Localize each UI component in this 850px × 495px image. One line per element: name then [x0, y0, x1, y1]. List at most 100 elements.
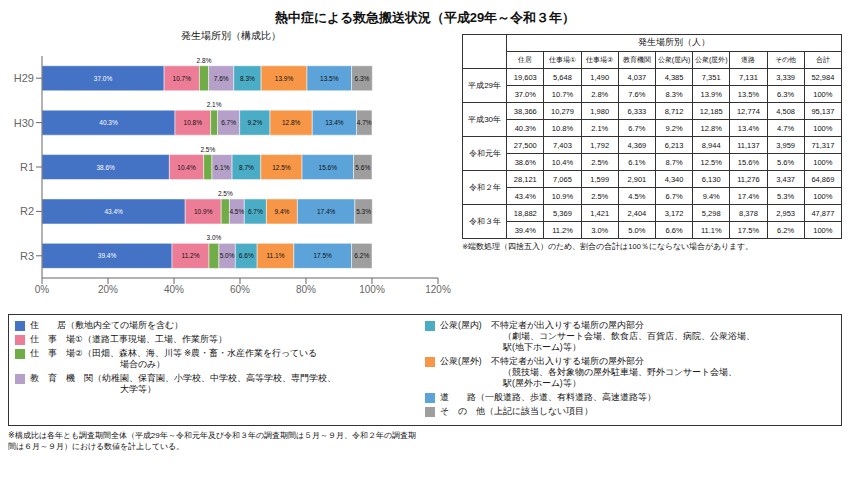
- html-text:12.8%: 12.8%: [700, 123, 722, 133]
- html-text:熱中症による救急搬送状況（平成29年～令和３年）: 熱中症による救急搬送状況（平成29年～令和３年）: [274, 10, 576, 25]
- svg-text:37.0%: 37.0%: [94, 75, 113, 82]
- svg-text:4.5%: 4.5%: [229, 208, 244, 215]
- html-text:19,603: 19,603: [513, 72, 537, 82]
- html-text:52,984: 52,984: [811, 72, 835, 82]
- svg-text:38.6%: 38.6%: [96, 164, 115, 171]
- svg-text:10.9%: 10.9%: [194, 208, 213, 215]
- svg-text:H30: H30: [14, 117, 34, 129]
- svg-text:2.5%: 2.5%: [218, 190, 233, 197]
- svg-text:13.9%: 13.9%: [275, 75, 294, 82]
- html-text:4,508: 4,508: [776, 106, 795, 116]
- svg-text:R1: R1: [20, 161, 34, 173]
- html-text:40.3%: 40.3%: [514, 123, 536, 133]
- svg-text:6.7%: 6.7%: [248, 208, 263, 215]
- svg-text:12.8%: 12.8%: [282, 119, 301, 126]
- svg-text:15.6%: 15.6%: [319, 164, 338, 171]
- html-text:11,137: 11,137: [737, 140, 760, 150]
- svg-text:R3: R3: [20, 250, 34, 262]
- svg-text:8.3%: 8.3%: [240, 75, 255, 82]
- svg-text:13.5%: 13.5%: [320, 75, 339, 82]
- svg-text:100%: 100%: [359, 284, 385, 295]
- html-text:27,500: 27,500: [513, 140, 537, 150]
- svg-text:11.1%: 11.1%: [266, 252, 284, 259]
- html-text:12,774: 12,774: [737, 106, 760, 116]
- html-text:95,137: 95,137: [811, 106, 835, 116]
- html-text:6.7%: 6.7%: [628, 123, 646, 133]
- svg-text:5.6%: 5.6%: [355, 164, 370, 171]
- html-text:4,037: 4,037: [627, 72, 647, 82]
- svg-text:10.4%: 10.4%: [177, 164, 196, 171]
- svg-text:0%: 0%: [35, 284, 50, 295]
- html-text:発生場所別（構成比）: 発生場所別（構成比）: [181, 30, 281, 41]
- html-text:13.5%: 13.5%: [737, 89, 760, 99]
- html-text:100%: 100%: [813, 89, 833, 99]
- html-text:13.4%: 13.4%: [737, 123, 760, 133]
- svg-text:12.5%: 12.5%: [272, 164, 291, 171]
- html-text:7,131: 7,131: [739, 72, 758, 82]
- html-text:9.2%: 9.2%: [665, 123, 683, 133]
- svg-text:R2: R2: [20, 205, 34, 217]
- svg-text:6.7%: 6.7%: [221, 119, 236, 126]
- svg-text:6.3%: 6.3%: [355, 75, 370, 82]
- html-text:100%: 100%: [813, 123, 833, 133]
- html-text:10.8%: 10.8%: [551, 123, 574, 133]
- html-text:10,279: 10,279: [551, 106, 574, 116]
- html-text:1,980: 1,980: [590, 106, 610, 116]
- html-text:6,213: 6,213: [664, 140, 684, 150]
- html-text:1,792: 1,792: [590, 140, 610, 150]
- html-text:7,403: 7,403: [553, 140, 572, 150]
- svg-text:39.4%: 39.4%: [98, 252, 117, 259]
- svg-text:9.4%: 9.4%: [274, 208, 289, 215]
- svg-text:40%: 40%: [164, 284, 184, 295]
- svg-text:20%: 20%: [98, 284, 118, 295]
- svg-text:4.7%: 4.7%: [357, 119, 372, 126]
- svg-text:6.1%: 6.1%: [215, 164, 230, 171]
- svg-text:5.0%: 5.0%: [220, 252, 235, 259]
- svg-text:H29: H29: [14, 72, 34, 84]
- svg-text:120%: 120%: [425, 284, 451, 295]
- html-text:13.9%: 13.9%: [700, 89, 722, 99]
- html-text:6,333: 6,333: [627, 106, 647, 116]
- svg-text:13.4%: 13.4%: [325, 119, 344, 126]
- svg-text:17.4%: 17.4%: [317, 208, 336, 215]
- html-text:2.8%: 2.8%: [591, 89, 609, 99]
- html-text:8.3%: 8.3%: [665, 89, 683, 99]
- html-text:37.0%: 37.0%: [514, 89, 536, 99]
- svg-text:11.2%: 11.2%: [182, 252, 200, 259]
- svg-text:6.6%: 6.6%: [239, 252, 254, 259]
- svg-text:40.3%: 40.3%: [99, 119, 118, 126]
- html-text:6.3%: 6.3%: [777, 89, 795, 99]
- html-text:7,351: 7,351: [701, 72, 721, 82]
- svg-text:9.2%: 9.2%: [247, 119, 262, 126]
- svg-text:8.7%: 8.7%: [239, 164, 254, 171]
- svg-text:6.2%: 6.2%: [354, 252, 369, 259]
- html-text:発生場所別（人）: 発生場所別（人）: [638, 37, 711, 47]
- html-text:2.1%: 2.1%: [591, 123, 609, 133]
- html-text:4,385: 4,385: [664, 72, 684, 82]
- html-text:38,366: 38,366: [513, 106, 537, 116]
- html-text:12,185: 12,185: [699, 106, 723, 116]
- svg-text:2.1%: 2.1%: [207, 101, 222, 108]
- svg-text:60%: 60%: [230, 284, 250, 295]
- html-text:71,317: 71,317: [811, 140, 835, 150]
- svg-text:80%: 80%: [296, 284, 316, 295]
- svg-text:10.7%: 10.7%: [173, 75, 192, 82]
- html-text:5,648: 5,648: [553, 72, 572, 82]
- svg-text:2.8%: 2.8%: [197, 57, 212, 64]
- html-text:8,712: 8,712: [664, 106, 684, 116]
- html-text:1,490: 1,490: [590, 72, 610, 82]
- svg-text:17.5%: 17.5%: [313, 252, 332, 259]
- svg-text:3.0%: 3.0%: [207, 234, 222, 241]
- svg-text:10.8%: 10.8%: [184, 119, 203, 126]
- svg-text:2.5%: 2.5%: [200, 146, 215, 153]
- svg-text:5.3%: 5.3%: [356, 208, 371, 215]
- html-text:3,339: 3,339: [776, 72, 795, 82]
- svg-text:7.6%: 7.6%: [214, 75, 229, 82]
- html-text:8,944: 8,944: [701, 140, 721, 150]
- html-text:7.6%: 7.6%: [628, 89, 646, 99]
- html-text:4.7%: 4.7%: [777, 123, 795, 133]
- html-text:4,369: 4,369: [627, 140, 647, 150]
- html-text:3,959: 3,959: [776, 140, 795, 150]
- svg-text:43.4%: 43.4%: [104, 208, 123, 215]
- html-text:10.7%: 10.7%: [551, 89, 574, 99]
